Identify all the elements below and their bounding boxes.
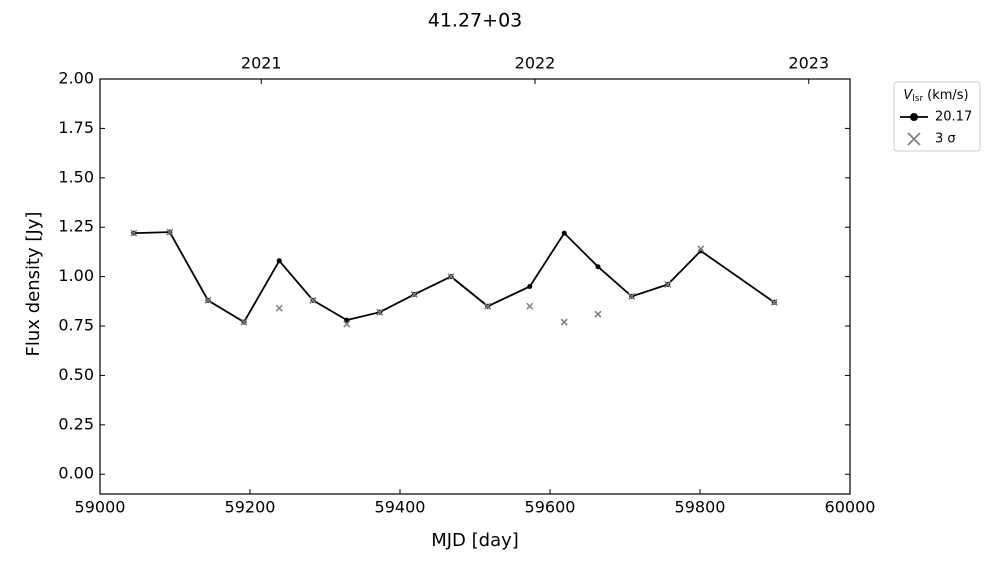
legend-title: Vlsr (km/s)	[903, 88, 968, 104]
sigma-mark	[628, 292, 636, 300]
sigma-mark	[594, 310, 602, 318]
sigma-mark	[410, 290, 418, 298]
x2-tick-label: 2021	[241, 54, 282, 73]
y-axis-label: Flux density [Jy]	[23, 212, 44, 357]
sigma-mark	[240, 318, 248, 326]
plot-frame	[99, 78, 851, 495]
legend-title-symbol: V	[903, 88, 913, 103]
y-tick-label: 0.25	[58, 414, 94, 433]
point	[561, 230, 567, 236]
y-tick-label: 2.00	[58, 69, 94, 88]
point	[595, 264, 601, 270]
chart-title: 41.27+03	[428, 10, 523, 32]
sigma-mark	[526, 302, 534, 310]
x2-tick-label: 2022	[515, 54, 556, 73]
y-tick-label: 1.25	[58, 217, 94, 236]
sigma-mark	[447, 273, 455, 281]
legend-marker	[907, 132, 921, 146]
legend-marker	[910, 113, 918, 121]
sigma-mark	[130, 229, 138, 237]
legend-box	[893, 81, 981, 152]
y-tick-label: 1.50	[58, 167, 94, 186]
sigma-mark	[770, 298, 778, 306]
sigma-mark	[275, 304, 283, 312]
sigma-mark	[664, 280, 672, 289]
sigma-mark	[343, 320, 351, 328]
x-tick-label: 59800	[675, 498, 726, 517]
x-tick-label: 59200	[225, 498, 276, 517]
point	[344, 317, 350, 323]
sigma-mark	[560, 318, 568, 326]
point	[276, 258, 282, 264]
x-tick-label: 60000	[825, 498, 876, 517]
x-tick-label: 59600	[525, 498, 576, 517]
y-tick-label: 0.75	[58, 316, 94, 335]
x-tick-label: 59000	[75, 498, 126, 517]
x-axis-label: MJD [day]	[431, 530, 519, 551]
y-tick-label: 0.50	[58, 365, 94, 384]
x-tick-label: 59400	[375, 498, 426, 517]
y-tick-label: 0.00	[58, 464, 94, 483]
y-tick-label: 1.75	[58, 118, 94, 137]
legend-title-subscript: lsr	[912, 94, 923, 104]
series-line	[133, 231, 775, 324]
sigma-mark	[204, 296, 212, 304]
sigma-mark	[376, 308, 384, 316]
sigma-mark	[309, 296, 317, 304]
sigma-mark	[697, 245, 705, 253]
legend-label: 20.17	[935, 110, 972, 125]
legend-title-unit: (km/s)	[927, 88, 969, 103]
sigma-mark	[484, 302, 492, 310]
point	[527, 284, 533, 289]
x2-tick-label: 2023	[788, 54, 829, 73]
y-tick-label: 1.00	[58, 266, 94, 285]
sigma-mark	[166, 228, 174, 236]
legend-label: 3 σ	[935, 132, 956, 147]
